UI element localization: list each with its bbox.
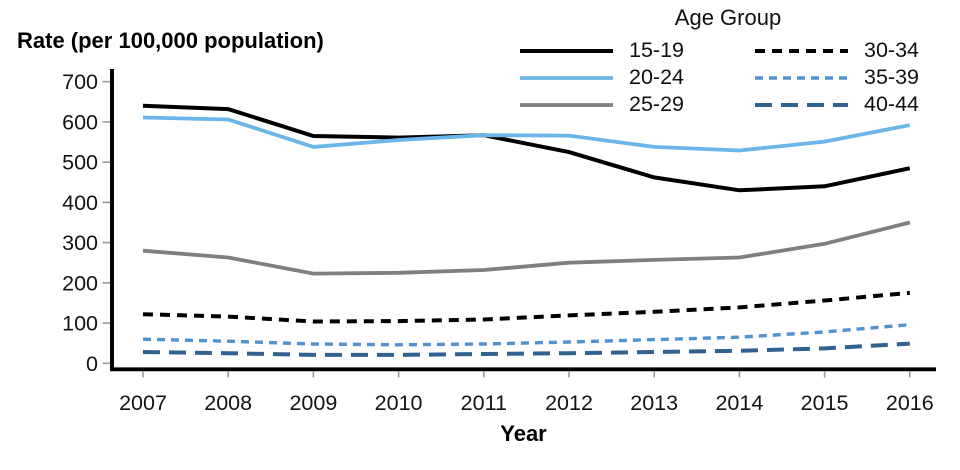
legend-label: 40-44: [864, 91, 919, 116]
x-tick-label: 2014: [715, 391, 763, 415]
y-tick-label: 500: [62, 151, 98, 175]
legend-label: 20-24: [629, 64, 684, 89]
y-tick-label: 0: [86, 352, 98, 376]
legend-swatch-solid-lightblue-icon: [520, 75, 613, 80]
x-tick-label: 2015: [801, 391, 849, 415]
series-line-25-29: [142, 220, 911, 276]
x-tick-label: 2012: [545, 391, 593, 415]
legend-swatch-dotted-black-icon: [755, 48, 848, 53]
legend-label: 25-29: [629, 91, 684, 116]
legend-label: 35-39: [864, 64, 919, 89]
series-line-30-34: [142, 290, 910, 324]
legend-item-40-44: 40-44: [753, 91, 938, 118]
legend-swatch-solid-gray-icon: [520, 102, 613, 107]
legend-swatch-dash-darkblue-icon: [755, 102, 848, 107]
x-axis-title: Year: [500, 421, 547, 446]
legend-item-30-34: 30-34: [753, 37, 938, 64]
series-line-15-19: [142, 103, 911, 193]
legend-title: Age Group: [674, 5, 782, 30]
x-tick-label: 2009: [289, 391, 337, 415]
y-tick-label: 600: [62, 110, 98, 134]
y-tick-label: 700: [62, 70, 98, 94]
legend-item-25-29: 25-29: [518, 91, 701, 118]
series-line-35-39: [142, 323, 910, 347]
x-tick-label: 2008: [204, 391, 252, 415]
y-tick-label: 200: [62, 271, 98, 295]
legend-swatch-solid-black-icon: [520, 48, 613, 53]
x-tick-label: 2016: [886, 391, 934, 415]
x-tick-label: 2007: [119, 391, 167, 415]
y-tick-label: 400: [62, 191, 98, 215]
legend-item-15-19: 15-19: [518, 37, 701, 64]
legend-label: 15-19: [629, 37, 684, 62]
legend: Age Group 15-19 30-34 20-24 35-39 25-29: [518, 5, 938, 118]
x-tick-label: 2013: [630, 391, 678, 415]
y-axis-title: Rate (per 100,000 population): [17, 28, 324, 53]
legend-swatch-dotted-blue-icon: [755, 75, 848, 80]
x-tick-label: 2011: [461, 391, 507, 415]
y-tick-label: 100: [62, 312, 98, 336]
legend-item-20-24: 20-24: [518, 64, 701, 91]
y-tick-label: 300: [62, 231, 98, 255]
legend-label: 30-34: [864, 37, 919, 62]
x-tick-label: 2010: [375, 391, 423, 415]
legend-item-35-39: 35-39: [753, 64, 938, 91]
series-line-20-24: [142, 115, 911, 153]
legend-grid: 15-19 30-34 20-24 35-39 25-29 40-44: [518, 37, 938, 118]
series-line-40-44: [142, 341, 910, 357]
